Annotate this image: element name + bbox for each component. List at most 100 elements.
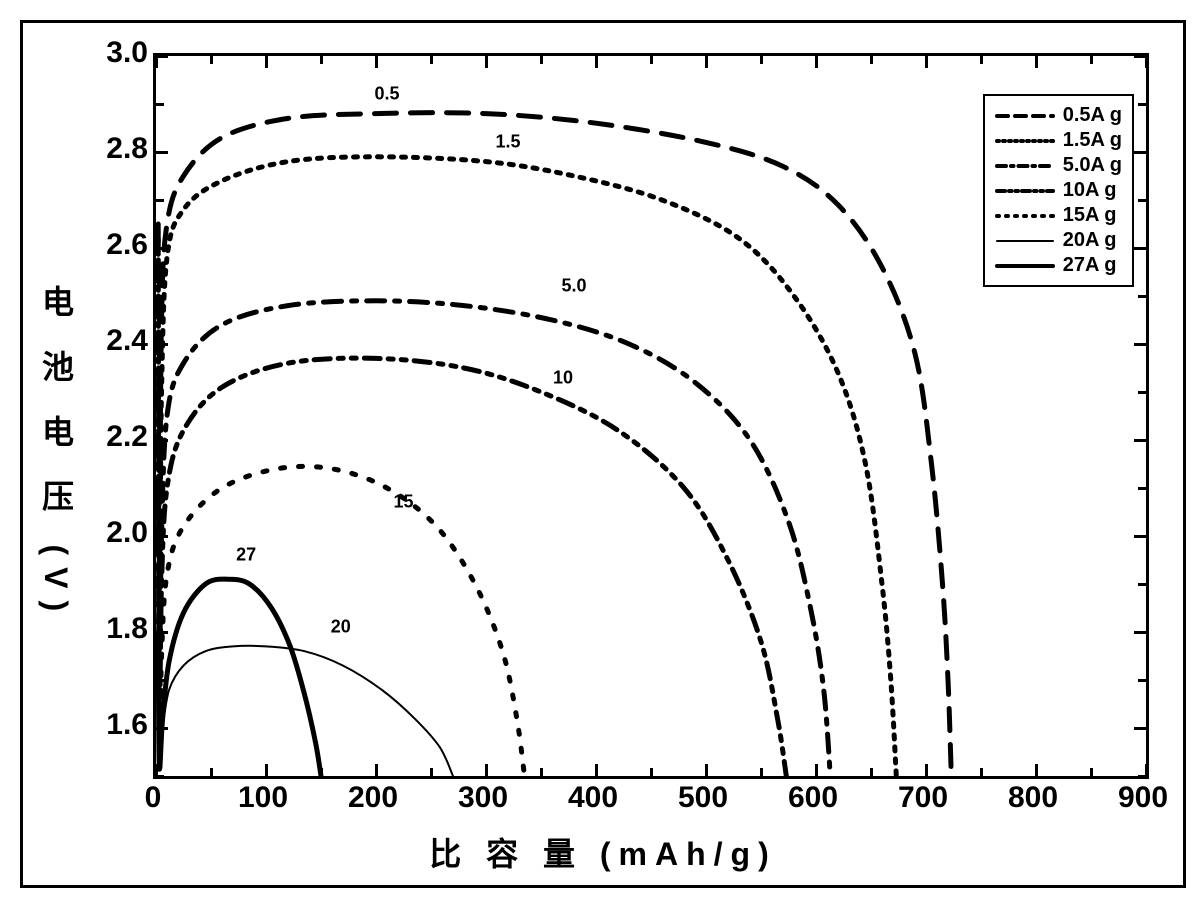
- series-20Ag: [158, 574, 453, 776]
- x-tick: [705, 56, 708, 68]
- legend-swatch: [995, 182, 1055, 200]
- series-27Ag: [158, 579, 321, 776]
- x-tick-label: 500: [678, 781, 728, 815]
- x-tick: [705, 764, 708, 776]
- x-minor-tick: [430, 768, 433, 776]
- x-tick-label: 700: [898, 781, 948, 815]
- x-minor-tick: [320, 56, 323, 64]
- series-0.5Ag: [158, 113, 951, 776]
- x-tick: [1145, 56, 1148, 68]
- y-minor-tick: [156, 679, 164, 682]
- x-minor-tick: [980, 56, 983, 64]
- x-minor-tick: [870, 56, 873, 64]
- x-tick-label: 200: [348, 781, 398, 815]
- y-tick: [156, 535, 168, 538]
- x-tick: [485, 56, 488, 68]
- legend-swatch: [995, 207, 1055, 225]
- curve-label: 0.5: [374, 84, 399, 105]
- x-tick: [925, 764, 928, 776]
- legend-item: 20A g: [995, 229, 1122, 252]
- y-tick-label: 1.8: [106, 612, 148, 646]
- y-tick: [156, 343, 168, 346]
- legend: 0.5A g1.5A g5.0A g10A g15A g20A g27A g: [983, 94, 1134, 287]
- x-minor-tick: [980, 768, 983, 776]
- curve-label: 20: [331, 617, 351, 638]
- curve-label: 10: [553, 367, 573, 388]
- x-minor-tick: [320, 768, 323, 776]
- x-tick-label: 300: [458, 781, 508, 815]
- legend-swatch: [995, 232, 1055, 250]
- x-tick-label: 0: [145, 781, 162, 815]
- x-axis-label: 比 容 量 (mAh/g): [429, 829, 777, 875]
- legend-swatch: [995, 257, 1055, 275]
- y-tick: [1134, 631, 1146, 634]
- x-minor-tick: [760, 56, 763, 64]
- y-minor-tick: [1138, 391, 1146, 394]
- x-minor-tick: [650, 768, 653, 776]
- x-tick: [925, 56, 928, 68]
- y-minor-tick: [1138, 103, 1146, 106]
- legend-label: 0.5A g: [1063, 104, 1122, 127]
- x-tick-label: 900: [1118, 781, 1168, 815]
- x-tick: [815, 56, 818, 68]
- x-tick: [1035, 56, 1038, 68]
- y-tick: [156, 247, 168, 250]
- y-tick: [1134, 151, 1146, 154]
- x-minor-tick: [540, 768, 543, 776]
- x-tick: [1145, 764, 1148, 776]
- y-tick-label: 2.6: [106, 228, 148, 262]
- x-minor-tick: [650, 56, 653, 64]
- y-tick-label: 3.0: [106, 36, 148, 70]
- y-minor-tick: [1138, 295, 1146, 298]
- x-tick-label: 400: [568, 781, 618, 815]
- y-minor-tick: [1138, 487, 1146, 490]
- legend-swatch: [995, 157, 1055, 175]
- y-tick: [1134, 343, 1146, 346]
- y-tick-label: 1.6: [106, 708, 148, 742]
- y-minor-tick: [156, 391, 164, 394]
- y-minor-tick: [1138, 199, 1146, 202]
- x-tick: [155, 764, 158, 776]
- y-tick: [1134, 727, 1146, 730]
- plot-area: 0.5A g1.5A g5.0A g10A g15A g20A g27A g 0…: [153, 53, 1149, 779]
- legend-label: 1.5A g: [1063, 129, 1122, 152]
- legend-item: 15A g: [995, 204, 1122, 227]
- y-minor-tick: [156, 295, 164, 298]
- y-tick: [156, 727, 168, 730]
- series-10Ag: [158, 358, 786, 776]
- curve-label: 5.0: [561, 276, 586, 297]
- x-tick: [375, 56, 378, 68]
- y-tick: [1134, 535, 1146, 538]
- x-tick-label: 800: [1008, 781, 1058, 815]
- x-minor-tick: [760, 768, 763, 776]
- y-minor-tick: [1138, 583, 1146, 586]
- x-minor-tick: [540, 56, 543, 64]
- legend-label: 27A g: [1063, 254, 1117, 277]
- x-tick: [815, 764, 818, 776]
- y-tick-label: 2.0: [106, 516, 148, 550]
- y-minor-tick: [1138, 679, 1146, 682]
- x-minor-tick: [1090, 56, 1093, 64]
- y-minor-tick: [156, 103, 164, 106]
- curve-label: 27: [236, 545, 256, 566]
- y-tick: [156, 151, 168, 154]
- curve-label: 15: [393, 492, 413, 513]
- y-tick: [1134, 439, 1146, 442]
- legend-item: 0.5A g: [995, 104, 1122, 127]
- series-1.5Ag: [158, 157, 896, 776]
- legend-swatch: [995, 107, 1055, 125]
- x-minor-tick: [210, 768, 213, 776]
- legend-label: 5.0A g: [1063, 154, 1122, 177]
- x-tick-label: 100: [238, 781, 288, 815]
- curve-label: 1.5: [495, 132, 520, 153]
- y-tick-label: 2.8: [106, 132, 148, 166]
- legend-item: 27A g: [995, 254, 1122, 277]
- y-tick-label: 2.4: [106, 324, 148, 358]
- x-tick: [375, 764, 378, 776]
- legend-label: 20A g: [1063, 229, 1117, 252]
- x-tick: [1035, 764, 1038, 776]
- x-tick: [265, 56, 268, 68]
- x-minor-tick: [430, 56, 433, 64]
- legend-item: 1.5A g: [995, 129, 1122, 152]
- x-tick: [265, 764, 268, 776]
